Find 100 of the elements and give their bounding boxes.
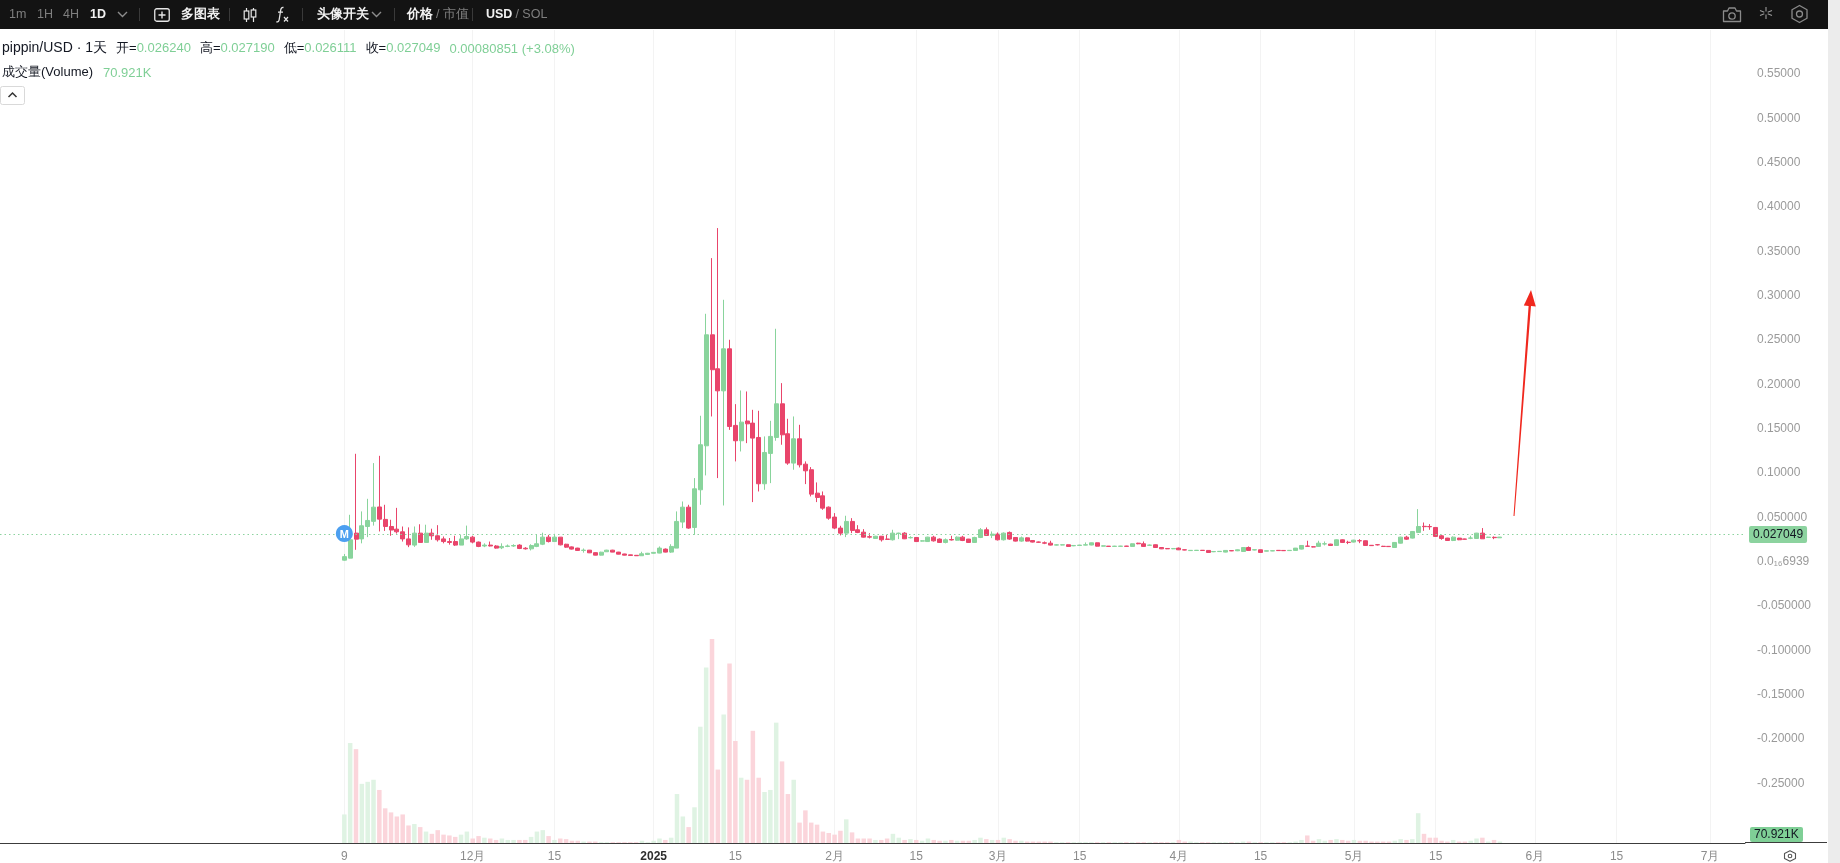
candlestick (791, 415, 796, 471)
bar (949, 839, 954, 843)
text: 4H (63, 6, 79, 22)
text: 多图表 (181, 6, 220, 22)
y-tick-label: -0.25000 (1757, 775, 1805, 790)
y-tick-label: -0.050000 (1757, 598, 1812, 613)
x-tick-label: 15 (547, 849, 562, 863)
bar (1316, 839, 1322, 843)
bar (680, 816, 686, 843)
x-tick-label: 15 (1253, 849, 1268, 863)
y-tick-label: -0.100000 (1757, 642, 1812, 657)
candlestick (1258, 549, 1263, 554)
y-tick-label: 0.050000 (1757, 509, 1808, 524)
candlestick (686, 504, 691, 530)
bar (984, 839, 989, 843)
x-tick-label: 15 (1073, 849, 1087, 863)
annotation: 70.921K (103, 64, 152, 80)
text: 价格 (407, 6, 433, 22)
annotation: M (339, 527, 349, 540)
bar (908, 839, 913, 843)
candlestick (482, 542, 487, 548)
bar (849, 832, 855, 843)
bar (914, 839, 919, 843)
text: pippin/USD · 1天 (2, 39, 108, 57)
bar (1019, 840, 1024, 843)
x-tick-label: 2月 (825, 849, 844, 863)
bar (943, 840, 948, 843)
candlestick (949, 535, 954, 541)
candlestick (1229, 549, 1234, 552)
candlestick (995, 531, 1000, 541)
candlestick (984, 526, 989, 536)
text: USD (486, 6, 513, 22)
candlestick (914, 536, 919, 543)
x-tick-label: 6月 (1525, 849, 1545, 863)
annotation: 开=0.026240 (116, 40, 191, 55)
candlestick (739, 389, 744, 452)
text: 70.921K (1750, 827, 1803, 842)
candlestick (546, 534, 551, 543)
candlestick (1066, 543, 1071, 548)
candlestick (1334, 538, 1339, 547)
candlestick (1375, 543, 1380, 546)
y-tick-label: 0.45000 (1757, 155, 1801, 170)
candlestick (943, 537, 948, 544)
bar (721, 714, 726, 843)
annotation: 高=0.027190 (199, 40, 275, 55)
y-tick-label: -0.15000 (1757, 687, 1805, 702)
annotation: 低=0.026111 (283, 40, 357, 55)
candlestick (1095, 542, 1100, 547)
y-tick-label: 0.15000 (1757, 421, 1801, 436)
bar (552, 839, 557, 843)
y-tick-label: 0.20000 (1757, 376, 1801, 391)
bar (843, 819, 849, 843)
candlestick (354, 453, 359, 551)
bar (482, 837, 487, 843)
candlestick (581, 547, 586, 554)
text: / SOL (515, 6, 548, 22)
candlestick (1147, 543, 1152, 547)
y-tick-label: 0.55000 (1757, 66, 1801, 81)
text: 1D (90, 6, 106, 22)
x-tick-label: 7月 (1700, 849, 1720, 863)
candlestick (1252, 548, 1257, 551)
x-tick-label: 5月 (1344, 849, 1364, 863)
y-tick-label: 0.25000 (1757, 332, 1801, 347)
bar (1480, 837, 1485, 843)
candlestick (1404, 535, 1409, 541)
y-tick-label: 0.40000 (1757, 199, 1801, 214)
y-tick-label: -0.20000 (1757, 731, 1805, 746)
candlestick (418, 523, 423, 543)
x-tick-label: 2025 (640, 849, 668, 863)
bar (663, 839, 668, 843)
x-tick-label: 15 (1609, 849, 1624, 863)
chart-title: 成交量(Volume) (2, 63, 94, 81)
candlestick (1130, 543, 1135, 548)
annotation: 收=0.027049 (365, 40, 441, 55)
bar (1328, 839, 1333, 843)
bar (1404, 839, 1409, 843)
bar (1334, 839, 1339, 843)
candlestick (1492, 535, 1497, 540)
x-tick-label: 15 (1429, 849, 1443, 863)
candlestick (1351, 539, 1356, 543)
text: 1H (37, 6, 53, 22)
bar (540, 830, 546, 843)
candlestick (721, 299, 726, 506)
text: 1m (9, 6, 27, 22)
bar (873, 839, 878, 843)
bar (686, 827, 691, 843)
x-tick-label: 9 (340, 849, 348, 863)
candlestick (902, 531, 907, 540)
candlestick (1328, 543, 1333, 547)
bar (791, 779, 796, 843)
x-tick-label: 3月 (988, 849, 1008, 863)
candlestick (1101, 544, 1106, 547)
candlestick (599, 551, 604, 556)
bar (388, 812, 394, 843)
bar (902, 839, 907, 843)
x-tick-label: 12月 (460, 849, 486, 863)
candlestick (1480, 527, 1485, 540)
text: / 市值 (436, 6, 469, 22)
x-tick-label: 15 (728, 849, 743, 863)
bar (412, 824, 417, 843)
